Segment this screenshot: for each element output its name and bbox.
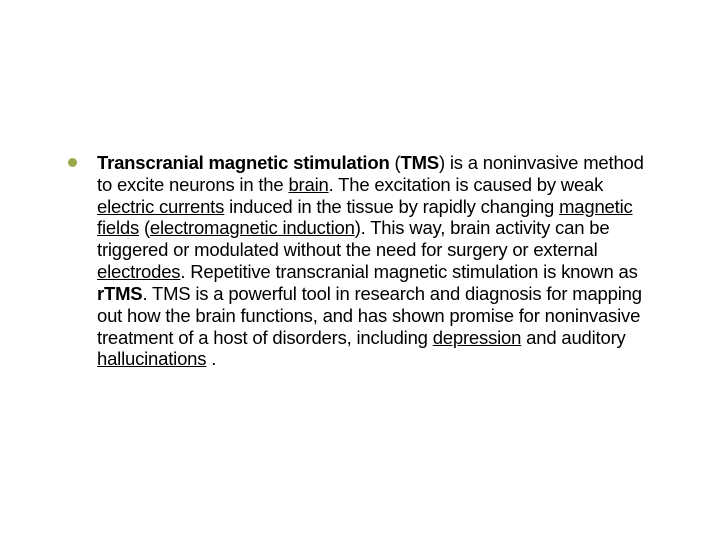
- text-underline: electromagnetic induction: [150, 217, 355, 238]
- text-underline: hallucinations: [97, 348, 206, 369]
- bullet-item: Transcranial magnetic stimulation (TMS) …: [68, 152, 658, 370]
- slide: Transcranial magnetic stimulation (TMS) …: [0, 0, 720, 540]
- text-underline: depression: [433, 327, 522, 348]
- text-underline: electrodes: [97, 261, 180, 282]
- content-block: Transcranial magnetic stimulation (TMS) …: [68, 152, 658, 370]
- text: induced in the tissue by rapidly changin…: [224, 196, 559, 217]
- text-bold: Transcranial magnetic stimulation: [97, 152, 390, 173]
- text-bold: TMS: [400, 152, 438, 173]
- text: . Repetitive transcranial magnetic stimu…: [180, 261, 637, 282]
- text: (: [390, 152, 401, 173]
- text-bold: rTMS: [97, 283, 142, 304]
- text-underline: brain: [288, 174, 328, 195]
- bullet-icon: [68, 158, 77, 167]
- text: . The excitation is caused by weak: [329, 174, 604, 195]
- text: .: [206, 348, 216, 369]
- text: and auditory: [521, 327, 625, 348]
- body-paragraph: Transcranial magnetic stimulation (TMS) …: [97, 152, 658, 370]
- text: (: [139, 217, 150, 238]
- text-underline: electric currents: [97, 196, 224, 217]
